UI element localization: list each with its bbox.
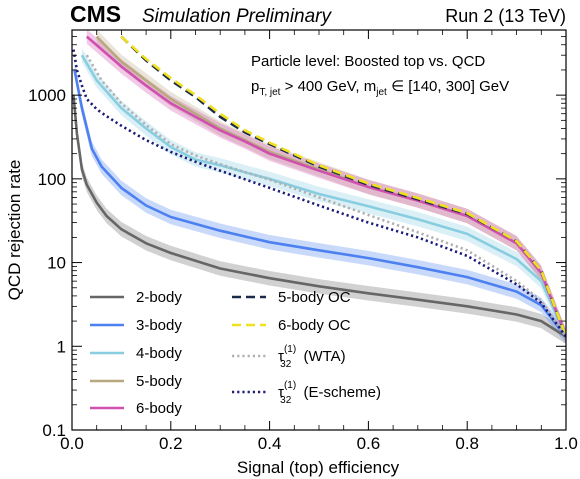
series-line-6-body-oc: [120, 35, 566, 338]
series-lines: [72, 35, 566, 338]
y-axis-title: QCD rejection rate: [5, 160, 24, 301]
legend-label: 5-body OC: [278, 289, 351, 306]
legend-label: 6-body OC: [278, 317, 351, 334]
legend-label: 3-body: [136, 317, 182, 334]
annotation-line-1: Particle level: Boosted top vs. QCD: [251, 53, 485, 70]
series-line-4-body: [80, 54, 566, 338]
legend-item-32-1-e-scheme: τ(1) 32 (E-scheme): [232, 380, 381, 406]
legend-item-6-body-oc: 6-body OC: [232, 317, 351, 334]
annotation-mass-window: ∈ [140, 300] GeV: [387, 78, 509, 95]
x-tick-label: 0.6: [357, 434, 381, 453]
x-tick-label: 0.8: [455, 434, 479, 453]
series-line-32-1-e-scheme: [72, 49, 566, 338]
x-tick-label: 0.0: [60, 434, 84, 453]
legend-item-4-body: 4-body: [90, 345, 182, 362]
x-axis-title: Signal (top) efficiency: [237, 458, 400, 477]
chart-header: CMS Simulation Preliminary Run 2 (13 TeV…: [70, 1, 566, 27]
legend-item-32-1-wta: τ(1) 32 (WTA): [232, 344, 346, 370]
annotation-pt: p: [251, 78, 259, 95]
y-tick-label: 1000: [28, 86, 66, 105]
y-tick-label: 1: [57, 337, 66, 356]
annotation-line-2: pT, jet > 400 GeV, mjet ∈ [140, 300] GeV: [251, 78, 509, 98]
annotation-pt-subscript: T, jet: [259, 87, 280, 98]
y-tick-label: 10: [47, 254, 66, 273]
y-tick-label: 0.1: [42, 421, 66, 440]
selection-annotation: Particle level: Boosted top vs. QCD pT, …: [251, 53, 509, 98]
x-tick-label: 0.4: [258, 434, 282, 453]
series-line-3-body: [73, 69, 566, 338]
legend-label: 4-body: [136, 345, 182, 362]
legend-item-5-body-oc: 5-body OC: [232, 289, 351, 306]
legend-label: τ(1) 32 (E-scheme): [278, 380, 381, 406]
legend-label: 2-body: [136, 289, 182, 306]
legend-label: τ(1) 32 (WTA): [278, 344, 346, 370]
plot-area: 0.0 0.2 0.4 0.6 0.8 1.0 0.1 1 10 100 1000: [28, 29, 578, 453]
legend: 2-body 3-body 4-body 5-body 6-body 5-body OC 6…: [90, 289, 381, 417]
legend-label: 5-body: [136, 373, 182, 390]
axis-ticks: 0.0 0.2 0.4 0.6 0.8 1.0 0.1 1 10 100 1000: [28, 29, 578, 453]
series-line-6-body: [85, 35, 566, 338]
legend-item-6-body: 6-body: [90, 400, 182, 417]
x-tick-label: 1.0: [554, 434, 578, 453]
cms-label: CMS: [70, 1, 121, 27]
series-line-2-body: [72, 94, 566, 338]
x-tick-label: 0.2: [159, 434, 183, 453]
legend-item-2-body: 2-body: [90, 289, 182, 306]
annotation-mjet-subscript: jet: [375, 87, 387, 98]
simulation-tag: Simulation Preliminary: [142, 6, 333, 27]
run-label: Run 2 (13 TeV): [445, 6, 566, 26]
legend-item-3-body: 3-body: [90, 317, 182, 334]
band-3-body: [74, 62, 566, 344]
legend-item-5-body: 5-body: [90, 373, 182, 390]
annotation-pt-cut: > 400 GeV, m: [280, 78, 376, 95]
band-2-body: [73, 87, 566, 345]
legend-label: 6-body: [136, 400, 182, 417]
y-tick-label: 100: [38, 170, 66, 189]
